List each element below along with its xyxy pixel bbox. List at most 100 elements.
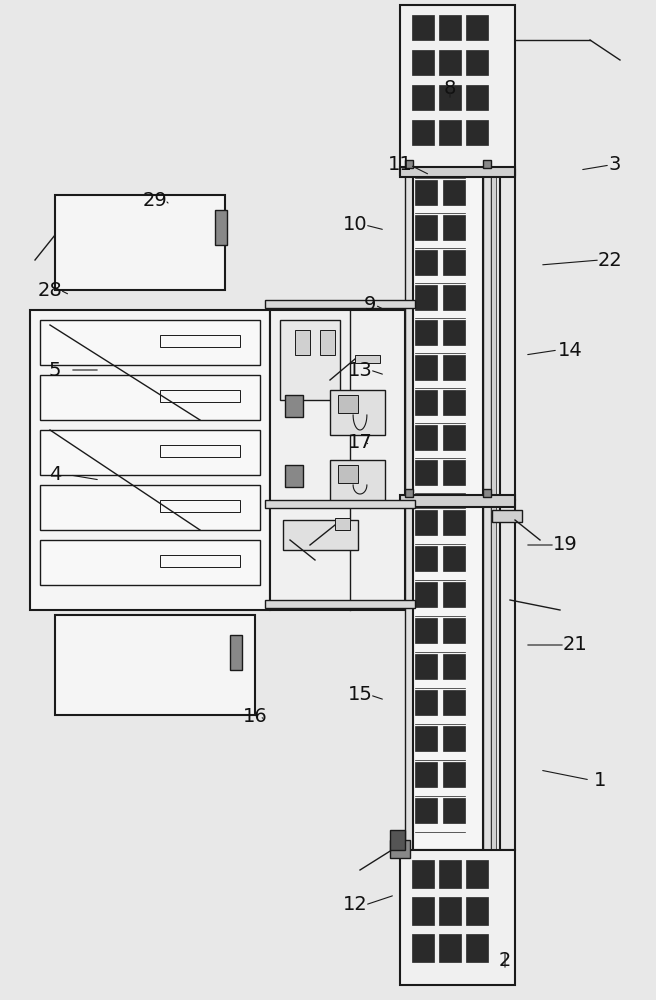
Bar <box>466 860 488 888</box>
Bar <box>443 390 465 415</box>
Bar <box>466 934 488 962</box>
Bar <box>483 489 491 497</box>
Bar <box>405 160 413 168</box>
Text: 22: 22 <box>598 250 623 269</box>
Bar <box>405 489 413 497</box>
Text: 10: 10 <box>342 216 367 234</box>
Bar <box>265 300 415 308</box>
Bar <box>415 425 437 450</box>
Bar <box>443 762 465 787</box>
Bar <box>405 170 413 500</box>
Bar <box>466 120 488 145</box>
Bar <box>283 520 358 550</box>
Bar <box>280 320 340 400</box>
Bar <box>160 555 240 567</box>
Bar <box>443 582 465 607</box>
Bar <box>415 798 437 823</box>
Bar <box>415 618 437 643</box>
Bar <box>439 15 461 40</box>
Bar <box>265 600 415 608</box>
Bar <box>443 180 465 205</box>
Bar <box>439 860 461 888</box>
Bar <box>390 840 410 858</box>
Bar <box>415 690 437 715</box>
Bar <box>295 330 310 355</box>
Bar <box>415 510 437 535</box>
Bar <box>415 460 437 485</box>
Bar <box>415 654 437 679</box>
Bar <box>400 850 515 985</box>
Bar <box>412 120 434 145</box>
Bar <box>443 726 465 751</box>
Bar <box>443 320 465 345</box>
Bar <box>160 500 240 512</box>
Bar <box>415 250 437 275</box>
Bar <box>160 445 240 457</box>
Bar <box>413 170 483 500</box>
Bar <box>443 460 465 485</box>
Text: 4: 4 <box>49 466 61 485</box>
Bar <box>265 500 415 508</box>
Bar <box>415 582 437 607</box>
Bar <box>30 310 270 610</box>
Bar <box>439 120 461 145</box>
Bar <box>230 635 242 670</box>
Bar <box>330 390 385 435</box>
Bar <box>400 495 515 507</box>
Bar <box>400 5 515 175</box>
Bar <box>483 160 491 168</box>
Bar <box>412 860 434 888</box>
Text: 28: 28 <box>37 280 62 300</box>
Bar <box>338 395 358 413</box>
Bar <box>405 500 413 850</box>
Bar <box>443 690 465 715</box>
Bar <box>285 395 303 417</box>
Text: 29: 29 <box>142 190 167 210</box>
Bar <box>466 85 488 110</box>
Bar <box>466 897 488 925</box>
Bar <box>160 390 240 402</box>
Bar <box>40 485 260 530</box>
Bar <box>439 897 461 925</box>
Bar <box>466 15 488 40</box>
Bar <box>330 460 385 505</box>
Bar <box>413 500 483 850</box>
Text: 3: 3 <box>609 155 621 174</box>
Bar <box>439 934 461 962</box>
Bar <box>443 355 465 380</box>
Bar <box>491 500 496 850</box>
Bar <box>415 390 437 415</box>
Bar <box>443 510 465 535</box>
Bar <box>320 330 335 355</box>
Text: 1: 1 <box>594 770 606 790</box>
Bar <box>415 285 437 310</box>
Bar <box>160 335 240 347</box>
Text: 14: 14 <box>558 340 583 360</box>
Bar <box>412 15 434 40</box>
Text: 21: 21 <box>563 636 587 654</box>
Text: 16: 16 <box>243 706 268 726</box>
Bar <box>443 654 465 679</box>
Text: 11: 11 <box>388 155 413 174</box>
Bar <box>355 355 380 363</box>
Bar <box>412 934 434 962</box>
Bar <box>412 897 434 925</box>
Bar <box>390 830 405 850</box>
Bar <box>491 170 496 500</box>
Bar <box>415 546 437 571</box>
Bar <box>483 500 491 850</box>
Bar <box>335 518 350 530</box>
Bar <box>40 320 260 365</box>
Bar <box>55 195 225 290</box>
Text: 12: 12 <box>342 896 367 914</box>
Bar <box>338 465 358 483</box>
Bar <box>500 170 515 500</box>
Bar <box>500 500 515 850</box>
Text: 8: 8 <box>444 79 456 98</box>
Bar <box>215 210 227 245</box>
Bar <box>439 85 461 110</box>
Bar <box>270 310 405 610</box>
Bar <box>483 170 491 500</box>
Text: 15: 15 <box>348 686 373 704</box>
Bar <box>285 465 303 487</box>
